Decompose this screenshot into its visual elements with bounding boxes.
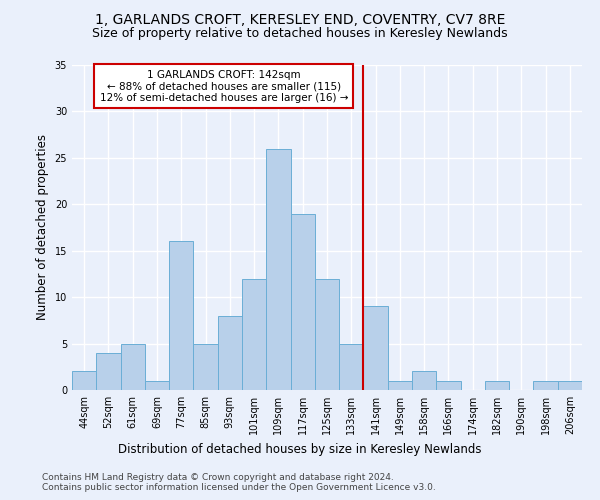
Text: 1, GARLANDS CROFT, KERESLEY END, COVENTRY, CV7 8RE: 1, GARLANDS CROFT, KERESLEY END, COVENTR… <box>95 12 505 26</box>
Y-axis label: Number of detached properties: Number of detached properties <box>36 134 49 320</box>
Bar <box>315 278 339 390</box>
Bar <box>388 380 412 390</box>
Bar <box>339 344 364 390</box>
Bar <box>533 380 558 390</box>
Bar <box>558 380 582 390</box>
Bar <box>72 372 96 390</box>
Bar <box>121 344 145 390</box>
Bar <box>96 353 121 390</box>
Bar <box>242 278 266 390</box>
Text: Distribution of detached houses by size in Keresley Newlands: Distribution of detached houses by size … <box>118 442 482 456</box>
Bar <box>169 242 193 390</box>
Bar <box>193 344 218 390</box>
Bar <box>436 380 461 390</box>
Text: Size of property relative to detached houses in Keresley Newlands: Size of property relative to detached ho… <box>92 28 508 40</box>
Bar <box>485 380 509 390</box>
Bar <box>266 148 290 390</box>
Bar <box>218 316 242 390</box>
Bar <box>412 372 436 390</box>
Text: Contains HM Land Registry data © Crown copyright and database right 2024.
Contai: Contains HM Land Registry data © Crown c… <box>42 472 436 492</box>
Bar <box>364 306 388 390</box>
Bar <box>290 214 315 390</box>
Text: 1 GARLANDS CROFT: 142sqm
← 88% of detached houses are smaller (115)
12% of semi-: 1 GARLANDS CROFT: 142sqm ← 88% of detach… <box>100 70 348 103</box>
Bar <box>145 380 169 390</box>
